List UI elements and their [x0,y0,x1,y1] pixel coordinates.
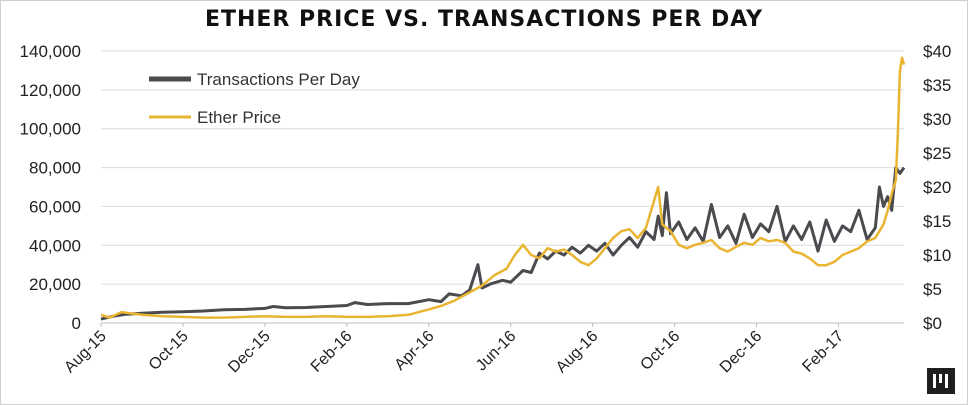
ether-price-series-line [100,56,906,319]
y-right-tick-label: $35 [923,76,951,95]
y-left-tick-label: 20,000 [29,275,81,294]
x-tick-label: Feb-16 [308,328,356,376]
y-right-tick-label: $0 [923,314,942,333]
y-left-tick-label: 80,000 [29,159,81,178]
y-right-tick-label: $25 [923,144,951,163]
legend-label: Transactions Per Day [197,70,360,89]
y-left-tick-label: 140,000 [20,42,81,61]
x-tick-label: Oct-15 [146,328,192,374]
gridlines [101,50,904,324]
x-tick-label: Feb-17 [799,328,847,376]
y-right-tick-label: $30 [923,110,951,129]
series-lines [100,56,906,321]
chart-title: ETHER PRICE VS. TRANSACTIONS PER DAY [204,7,764,32]
y-left-tick-label: 40,000 [29,236,81,255]
y-left-tick-label: 60,000 [29,197,81,216]
y-axis-left: 0 20,000 40,000 60,000 80,000 100,000 120,000 1… [20,42,81,333]
pantera-logo-icon [927,368,955,394]
x-tick-label: Dec-15 [225,328,274,377]
y-right-tick-label: $40 [923,42,951,61]
y-right-tick-label: $20 [923,178,951,197]
y-left-tick-label: 120,000 [20,81,81,100]
x-tick-label: Aug-16 [553,328,602,377]
y-left-tick-label: 0 [72,314,81,333]
x-tick-label: Dec-16 [717,328,766,377]
x-tick-label: Apr-16 [392,328,438,374]
y-right-tick-label: $10 [923,246,951,265]
y-axis-right: $0 $5 $10 $15 $20 $25 $30 $35 $40 [923,42,951,333]
x-tick-label: Jun-16 [473,328,520,375]
y-left-tick-label: 100,000 [20,120,81,139]
transactions-series-line [100,166,906,321]
legend-label: Ether Price [197,108,281,127]
y-right-tick-label: $5 [923,280,942,299]
x-tick-label: Oct-16 [637,328,683,374]
legend: Transactions Per Day Ether Price [149,70,360,127]
y-right-tick-label: $15 [923,212,951,231]
x-tick-label: Aug-15 [61,328,110,377]
x-axis: Aug-15 Oct-15 Dec-15 Feb-16 Apr-16 Jun-16 Aug-… [61,322,904,377]
